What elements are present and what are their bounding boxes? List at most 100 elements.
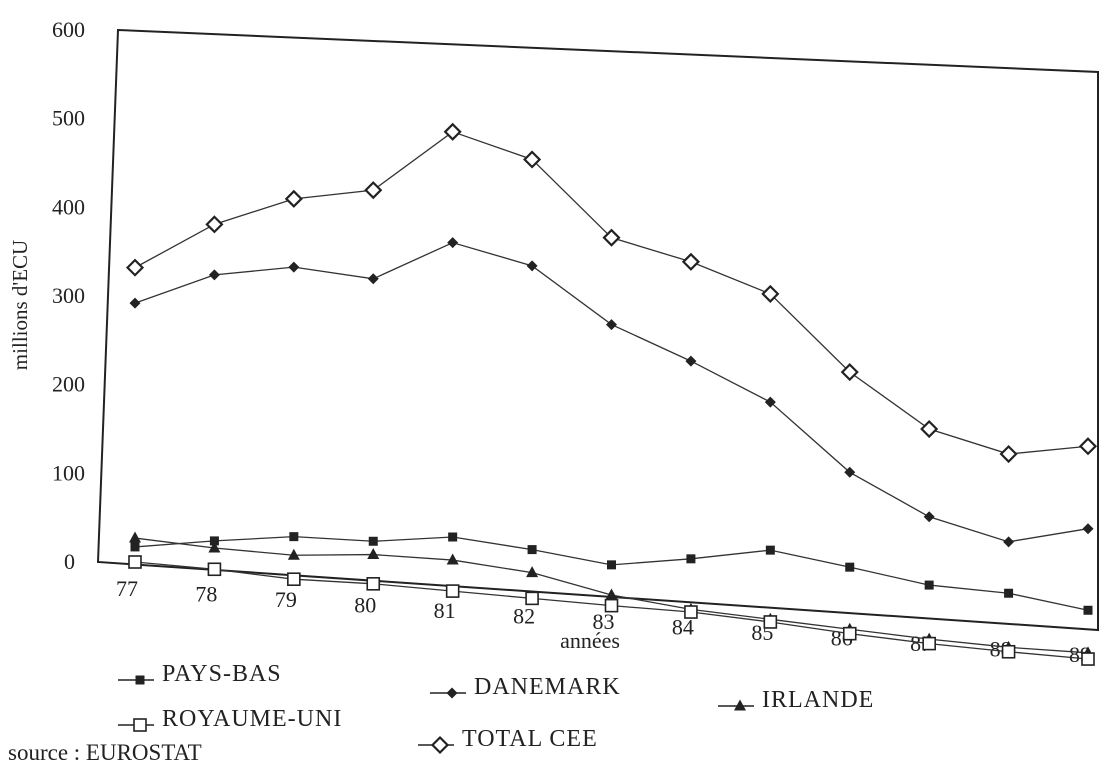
y-tick-label: 300 xyxy=(52,283,85,308)
legend-marker-royaume-uni xyxy=(133,718,147,732)
data-point-pays-bas xyxy=(1004,588,1014,598)
legend-label-pays-bas: PAYS-BAS xyxy=(162,661,282,687)
data-point-danemark xyxy=(447,237,459,249)
data-point-total-cee xyxy=(284,189,303,208)
data-point-danemark xyxy=(1082,523,1094,535)
data-point-danemark xyxy=(923,511,935,523)
data-point-royaume-uni xyxy=(842,626,857,641)
legend-marker-irlande xyxy=(734,699,746,711)
data-point-pays-bas xyxy=(289,532,299,542)
x-axis-ticks: 77 78 79 80 81 82 83 84 85 86 87 88 89 xyxy=(116,576,1091,667)
data-point-danemark xyxy=(1003,536,1015,548)
series-line-danemark xyxy=(134,241,1089,543)
data-point-pays-bas xyxy=(845,562,855,572)
data-point-royaume-uni xyxy=(525,591,539,606)
legend: PAYS-BAS DANEMARK IRLANDE ROYAUME-UNI TOTAL … xyxy=(118,661,874,755)
x-tick-label: 80 xyxy=(354,593,376,618)
x-tick-label: 81 xyxy=(434,598,456,623)
data-point-royaume-uni xyxy=(1081,652,1095,666)
data-point-danemark xyxy=(288,261,300,273)
plot-frame xyxy=(96,28,1099,632)
legend-label-irlande: IRLANDE xyxy=(762,687,874,713)
data-point-royaume-uni xyxy=(763,615,778,629)
data-point-total-cee xyxy=(523,150,542,169)
data-point-royaume-uni xyxy=(207,562,222,577)
source-note: source : EUROSTAT xyxy=(8,740,202,765)
data-point-royaume-uni xyxy=(366,577,381,591)
data-point-pays-bas xyxy=(924,580,934,590)
data-point-total-cee xyxy=(1078,437,1098,456)
x-tick-label: 82 xyxy=(513,604,535,629)
legend-item-irlande: IRLANDE xyxy=(718,687,874,713)
legend-item-total-cee: TOTAL CEE xyxy=(418,726,598,755)
legend-label-total-cee: TOTAL CEE xyxy=(462,726,598,752)
data-point-total-cee xyxy=(920,419,939,439)
data-point-royaume-uni xyxy=(287,572,301,587)
legend-marker-danemark xyxy=(446,687,458,699)
legend-label-danemark: DANEMARK xyxy=(474,674,621,700)
data-point-danemark xyxy=(129,297,141,309)
legend-item-royaume-uni: ROYAUME-UNI xyxy=(118,706,342,732)
data-point-royaume-uni xyxy=(445,584,460,598)
x-axis-label: années xyxy=(560,628,620,653)
legend-marker-pays-bas xyxy=(135,675,145,685)
data-point-total-cee xyxy=(364,181,383,200)
x-tick-label: 84 xyxy=(672,615,694,640)
data-point-irlande xyxy=(367,548,380,560)
x-tick-label: 77 xyxy=(116,576,138,601)
x-tick-label: 79 xyxy=(275,587,297,612)
data-point-total-cee xyxy=(681,252,700,271)
y-tick-label: 200 xyxy=(52,372,85,397)
plot-area-border xyxy=(96,28,1099,632)
series-line-total-cee xyxy=(134,131,1089,455)
data-point-pays-bas xyxy=(368,536,378,546)
data-point-pays-bas xyxy=(686,554,696,564)
y-tick-label: 100 xyxy=(52,460,85,485)
data-point-pays-bas xyxy=(448,532,458,542)
x-tick-label: 78 xyxy=(195,582,217,607)
data-point-danemark xyxy=(526,260,538,272)
y-tick-label: 0 xyxy=(64,549,75,574)
data-point-royaume-uni xyxy=(604,598,619,613)
data-point-irlande xyxy=(446,553,459,565)
data-point-total-cee xyxy=(840,363,859,382)
data-point-pays-bas xyxy=(130,542,140,552)
data-point-royaume-uni xyxy=(684,605,698,619)
data-point-pays-bas xyxy=(209,536,219,546)
data-point-pays-bas xyxy=(1083,605,1093,615)
y-tick-label: 500 xyxy=(52,106,85,131)
data-point-irlande xyxy=(287,548,300,560)
data-point-total-cee xyxy=(205,215,224,234)
data-point-danemark xyxy=(606,319,617,331)
legend-item-pays-bas: PAYS-BAS xyxy=(118,661,282,687)
data-point-royaume-uni xyxy=(1001,644,1016,659)
data-point-total-cee xyxy=(443,122,462,141)
series-layer xyxy=(125,122,1098,666)
y-tick-label: 400 xyxy=(52,194,85,219)
data-point-irlande xyxy=(526,566,539,578)
legend-label-royaume-uni: ROYAUME-UNI xyxy=(162,706,342,732)
legend-item-danemark: DANEMARK xyxy=(430,674,621,700)
data-point-pays-bas xyxy=(765,545,775,555)
data-point-danemark xyxy=(208,269,220,281)
series-danemark xyxy=(129,237,1094,548)
data-point-danemark xyxy=(367,273,379,285)
legend-marker-total-cee xyxy=(430,735,450,755)
data-point-danemark xyxy=(685,355,697,367)
data-point-pays-bas xyxy=(527,545,537,555)
data-point-royaume-uni xyxy=(922,636,936,651)
y-tick-label: 600 xyxy=(52,17,85,42)
data-point-irlande xyxy=(605,588,618,600)
data-point-pays-bas xyxy=(607,560,616,570)
data-point-total-cee xyxy=(761,284,780,303)
data-point-total-cee xyxy=(999,444,1018,464)
data-point-irlande xyxy=(208,541,221,553)
data-point-royaume-uni xyxy=(128,555,142,569)
x-tick-label: 83 xyxy=(593,609,615,634)
series-total-cee xyxy=(125,122,1098,464)
data-point-danemark xyxy=(764,396,776,408)
data-point-danemark xyxy=(844,466,856,478)
data-point-total-cee xyxy=(602,228,621,247)
y-axis-label: millions d'ECU xyxy=(8,240,32,370)
